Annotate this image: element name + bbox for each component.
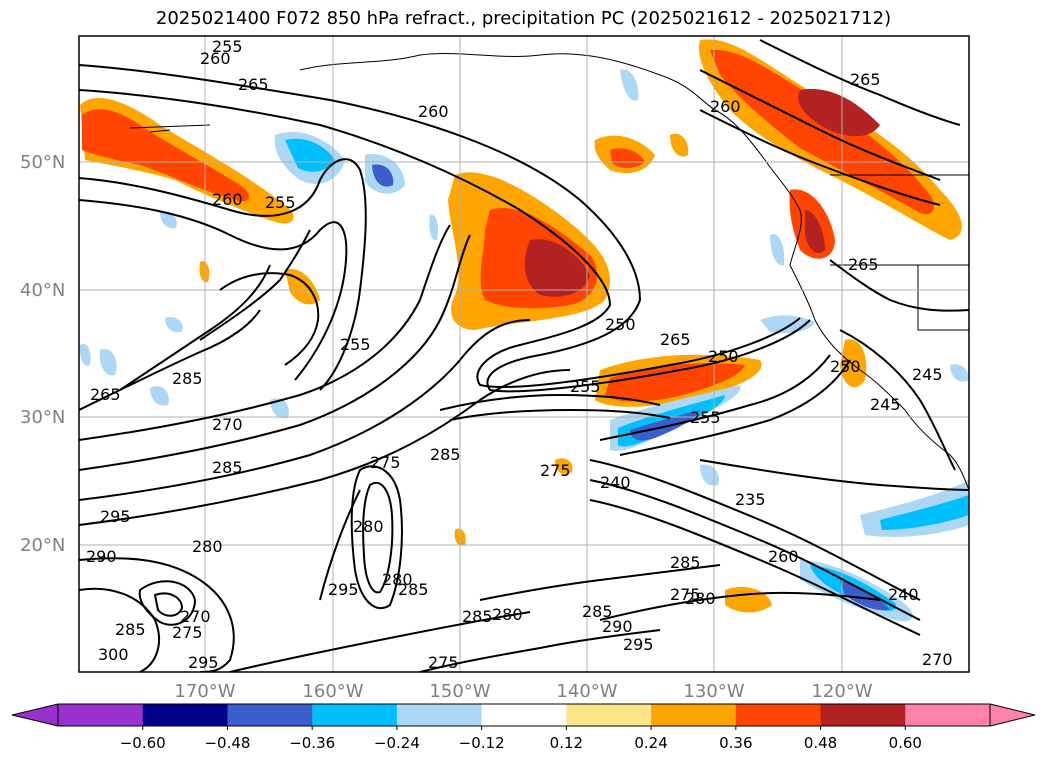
contour-label: 255 bbox=[340, 335, 371, 354]
contour-label: 280 bbox=[353, 517, 384, 536]
contour-label: 250 bbox=[708, 347, 739, 366]
lon-label: 160°W bbox=[302, 681, 363, 702]
contour-label: 250 bbox=[830, 357, 861, 376]
plot-frame bbox=[78, 35, 970, 673]
lon-label: 130°W bbox=[683, 681, 744, 702]
contour-label: 255 bbox=[265, 193, 296, 212]
colorbar: −0.60 −0.48 −0.36 −0.24 −0.12 0.12 0.24 0.36 0.4… bbox=[11, 703, 1036, 752]
contour-label: 290 bbox=[602, 617, 633, 636]
lon-label: 120°W bbox=[811, 681, 872, 702]
lon-label: 170°W bbox=[174, 681, 235, 702]
lat-label: 20°N bbox=[20, 535, 65, 556]
contour-label: 285 bbox=[670, 553, 701, 572]
contour-label: 255 bbox=[570, 377, 601, 396]
contour-label: 275 bbox=[370, 453, 401, 472]
lat-label: 30°N bbox=[20, 407, 65, 428]
colorbar-segment bbox=[58, 704, 144, 726]
colorbar-segment bbox=[227, 704, 313, 726]
contour-label: 285 bbox=[212, 458, 243, 477]
contour-label: 245 bbox=[870, 395, 901, 414]
colorbar-segment bbox=[820, 704, 906, 726]
colorbar-extend-left bbox=[11, 703, 59, 727]
contour-label: 270 bbox=[212, 415, 243, 434]
colorbar-tick-label: 0.60 bbox=[889, 734, 922, 752]
contour-label: 265 bbox=[238, 75, 269, 94]
lat-label: 40°N bbox=[20, 280, 65, 301]
contour-label: 265 bbox=[660, 330, 691, 349]
colorbar-tick-label: 0.48 bbox=[804, 734, 837, 752]
colorbar-segment bbox=[651, 704, 737, 726]
contour-label: 260 bbox=[710, 97, 741, 116]
contour-label: 275 bbox=[172, 623, 203, 642]
colorbar-segment bbox=[735, 704, 822, 726]
map-title: 2025021400 F072 850 hPa refract., precip… bbox=[155, 8, 892, 29]
colorbar-segment bbox=[312, 704, 398, 726]
contour-label: 265 bbox=[90, 385, 121, 404]
colorbar-tick-label: −0.60 bbox=[120, 734, 166, 752]
colorbar-tick-label: 0.24 bbox=[634, 734, 667, 752]
colorbar-tick-label: −0.24 bbox=[374, 734, 420, 752]
contour-label: 280 bbox=[382, 570, 413, 589]
contour-label: 285 bbox=[582, 602, 613, 621]
contour-label: 265 bbox=[848, 255, 879, 274]
contour-label: 290 bbox=[86, 547, 117, 566]
contour-label: 270 bbox=[180, 607, 211, 626]
colorbar-segment bbox=[142, 704, 228, 726]
contour-label: 280 bbox=[192, 537, 223, 556]
contour-label: 280 bbox=[685, 589, 716, 608]
contour-label: 255 bbox=[690, 408, 721, 427]
contour-label: 295 bbox=[100, 507, 131, 526]
contour-label: 260 bbox=[200, 49, 231, 68]
contour-label: 285 bbox=[115, 620, 146, 639]
contour-label: 275 bbox=[540, 461, 571, 480]
lat-label: 50°N bbox=[20, 152, 65, 173]
contour-label: 240 bbox=[888, 585, 919, 604]
colorbar-tick-label: −0.48 bbox=[204, 734, 250, 752]
contour-label: 235 bbox=[735, 490, 766, 509]
contour-label: 260 bbox=[418, 102, 449, 121]
contour-label: 295 bbox=[623, 635, 654, 654]
coastlines bbox=[129, 53, 969, 491]
colorbar-tick-label: −0.36 bbox=[289, 734, 335, 752]
lon-label: 140°W bbox=[556, 681, 617, 702]
contour-label: 280 bbox=[492, 605, 523, 624]
colorbar-segment bbox=[566, 704, 652, 726]
colorbar-segment bbox=[396, 704, 483, 726]
contour-labels: 255 260 265 260 260 255 265 265 270 255 … bbox=[86, 37, 953, 672]
contour-label: 285 bbox=[398, 580, 429, 599]
contour-label: 260 bbox=[212, 190, 243, 209]
contour-label: 285 bbox=[430, 445, 461, 464]
refractivity-contours bbox=[79, 39, 969, 672]
contour-label: 240 bbox=[600, 473, 631, 492]
colorbar-tick-label: −0.12 bbox=[459, 734, 505, 752]
contour-label: 275 bbox=[428, 653, 459, 672]
colorbar-extend-right bbox=[989, 703, 1036, 727]
contour-label: 265 bbox=[850, 70, 881, 89]
colorbar-tick-label: 0.12 bbox=[550, 734, 583, 752]
latitude-labels: 50°N 40°N 30°N 20°N bbox=[20, 152, 65, 556]
contour-label: 255 bbox=[212, 37, 243, 56]
longitude-labels: 170°W 160°W 150°W 140°W 130°W 120°W bbox=[174, 681, 872, 702]
contour-label: 275 bbox=[670, 585, 701, 604]
contour-label: 245 bbox=[912, 365, 943, 384]
precip-positive-shading bbox=[80, 39, 962, 613]
contour-label: 295 bbox=[328, 580, 359, 599]
colorbar-segment bbox=[905, 704, 991, 726]
colorbar-segment bbox=[481, 704, 567, 726]
contour-label: 270 bbox=[922, 650, 953, 669]
gridlines bbox=[79, 36, 969, 672]
contour-label: 295 bbox=[188, 653, 219, 672]
contour-label: 285 bbox=[172, 369, 203, 388]
contour-label: 300 bbox=[98, 645, 129, 664]
contour-label: 250 bbox=[605, 315, 636, 334]
contour-label: 260 bbox=[768, 547, 799, 566]
colorbar-frame bbox=[57, 703, 991, 727]
contour-label: 285 bbox=[462, 607, 493, 626]
lon-label: 150°W bbox=[429, 681, 490, 702]
colorbar-tick-label: 0.36 bbox=[719, 734, 752, 752]
